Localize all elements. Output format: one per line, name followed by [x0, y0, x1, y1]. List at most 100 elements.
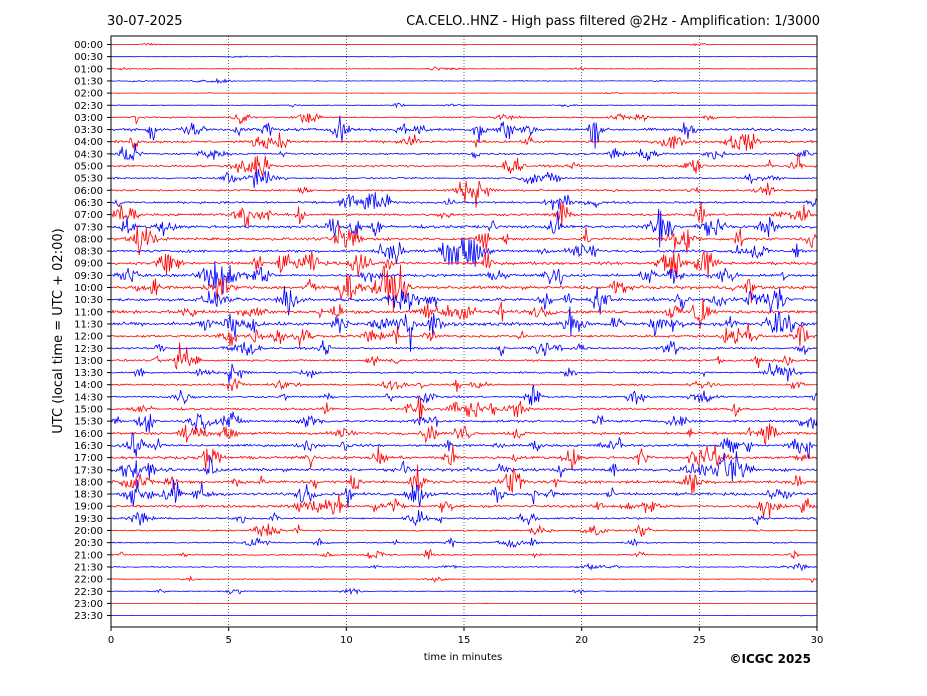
row-label: 08:00	[74, 234, 103, 245]
copyright-credit: ©ICGC 2025	[729, 652, 811, 666]
row-label: 13:00	[74, 356, 103, 367]
seismic-trace	[110, 523, 818, 537]
row-label: 18:00	[74, 477, 103, 488]
row-label: 01:30	[74, 76, 103, 87]
vertical-grid	[228, 36, 700, 627]
row-label: 18:30	[74, 490, 103, 501]
row-label: 05:00	[74, 162, 103, 173]
seismic-trace	[110, 562, 818, 572]
seismic-trace	[110, 286, 818, 316]
seismic-trace	[110, 208, 818, 248]
row-label: 12:30	[74, 344, 103, 355]
row-label: 19:30	[74, 514, 103, 525]
seismic-trace	[110, 180, 818, 208]
seismic-trace	[110, 55, 818, 58]
seismic-trace	[110, 77, 818, 85]
seismic-trace	[111, 91, 817, 95]
seismic-trace	[110, 444, 818, 471]
seismic-trace	[110, 423, 818, 446]
seismic-trace	[110, 201, 818, 228]
x-tick-label: 25	[693, 635, 706, 646]
seismic-trace	[110, 297, 818, 329]
seismic-trace	[110, 154, 818, 178]
plot-frame	[110, 35, 818, 628]
seismic-trace	[110, 192, 818, 211]
row-label: 02:00	[74, 89, 103, 100]
row-label: 20:30	[74, 538, 103, 549]
row-label: 00:00	[74, 40, 103, 51]
seismic-trace	[110, 509, 818, 527]
seismic-trace	[110, 306, 818, 352]
row-label: 23:30	[74, 611, 103, 622]
row-label: 16:30	[74, 441, 103, 452]
seismic-trace	[110, 362, 818, 384]
row-label: 16:00	[74, 429, 103, 440]
seismic-trace	[110, 264, 818, 313]
seismic-trace	[110, 115, 818, 149]
seismic-trace	[110, 237, 818, 267]
seismic-trace	[110, 102, 817, 109]
seismic-traces	[110, 42, 818, 617]
seismic-trace	[110, 378, 818, 393]
chart-date: 30-07-2025	[107, 14, 183, 29]
seismic-trace	[110, 432, 818, 459]
row-label: 17:30	[74, 465, 103, 476]
x-axis-ticks: 0 5 10 15 20 25 30	[108, 627, 823, 646]
row-label: 15:00	[74, 405, 103, 416]
row-label: 09:30	[74, 271, 103, 282]
row-label: 10:00	[74, 283, 103, 294]
row-label: 21:30	[74, 562, 103, 573]
x-tick-label: 0	[108, 635, 114, 646]
row-label: 08:30	[74, 247, 103, 258]
x-tick-label: 5	[225, 635, 231, 646]
seismic-trace	[110, 143, 818, 161]
row-label: 06:30	[74, 198, 103, 209]
seismic-trace	[110, 479, 818, 508]
seismic-trace	[110, 251, 818, 280]
row-label: 07:30	[74, 222, 103, 233]
row-label: 05:30	[74, 174, 103, 185]
seismic-trace	[110, 575, 818, 584]
row-label: 22:00	[74, 575, 103, 586]
row-label: 21:00	[74, 550, 103, 561]
seismic-trace	[110, 342, 818, 371]
row-label: 04:30	[74, 149, 103, 160]
row-label: 03:30	[74, 125, 103, 136]
row-label: 11:30	[74, 319, 103, 330]
seismic-trace	[110, 537, 818, 549]
seismic-trace	[110, 548, 818, 560]
row-label: 02:30	[74, 101, 103, 112]
seismic-trace	[110, 323, 818, 347]
seismic-trace	[110, 132, 818, 151]
row-label: 22:30	[74, 587, 103, 598]
row-label: 19:00	[74, 502, 103, 513]
seismic-trace	[110, 587, 818, 596]
x-tick-label: 10	[340, 635, 353, 646]
seismic-trace	[110, 340, 818, 357]
row-label: 14:30	[74, 392, 103, 403]
x-tick-label: 20	[575, 635, 588, 646]
seismic-trace	[110, 494, 818, 518]
row-label: 12:00	[74, 332, 103, 343]
row-label: 14:00	[74, 380, 103, 391]
row-label: 15:30	[74, 417, 103, 428]
row-label: 07:00	[74, 210, 103, 221]
row-label: 03:00	[74, 113, 103, 124]
row-label: 17:00	[74, 453, 103, 464]
row-label: 09:00	[74, 259, 103, 270]
seismic-trace	[110, 384, 818, 406]
row-label: 13:30	[74, 368, 103, 379]
seismic-trace	[110, 113, 818, 125]
row-label: 01:00	[74, 64, 103, 75]
y-axis-label: UTC (local time = UTC + 02:00)	[51, 228, 66, 433]
seismic-trace	[110, 66, 818, 71]
seismic-trace	[110, 411, 818, 433]
row-label: 04:00	[74, 137, 103, 148]
row-label: 00:30	[74, 52, 103, 63]
chart-title: CA.CELO..HNZ - High pass filtered @2Hz -…	[406, 14, 820, 29]
row-label: 06:00	[74, 186, 103, 197]
seismic-trace	[110, 396, 818, 422]
row-label: 20:00	[74, 526, 103, 537]
